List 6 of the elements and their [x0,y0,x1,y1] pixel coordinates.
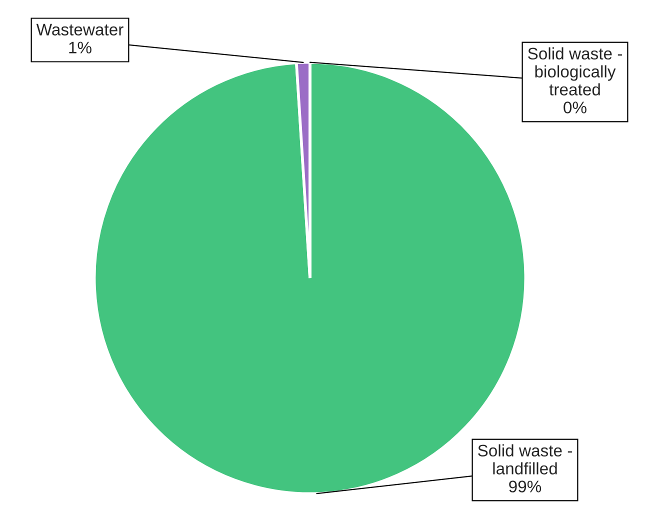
data-label: 99% [509,480,542,492]
slice-label: Wastewater [36,24,124,36]
data-label: 1% [69,42,92,54]
category-label: Solid waste - biologically treated [528,47,622,96]
text: 0% [564,102,586,114]
slice-label: Solid waste - landfilled [478,444,572,474]
